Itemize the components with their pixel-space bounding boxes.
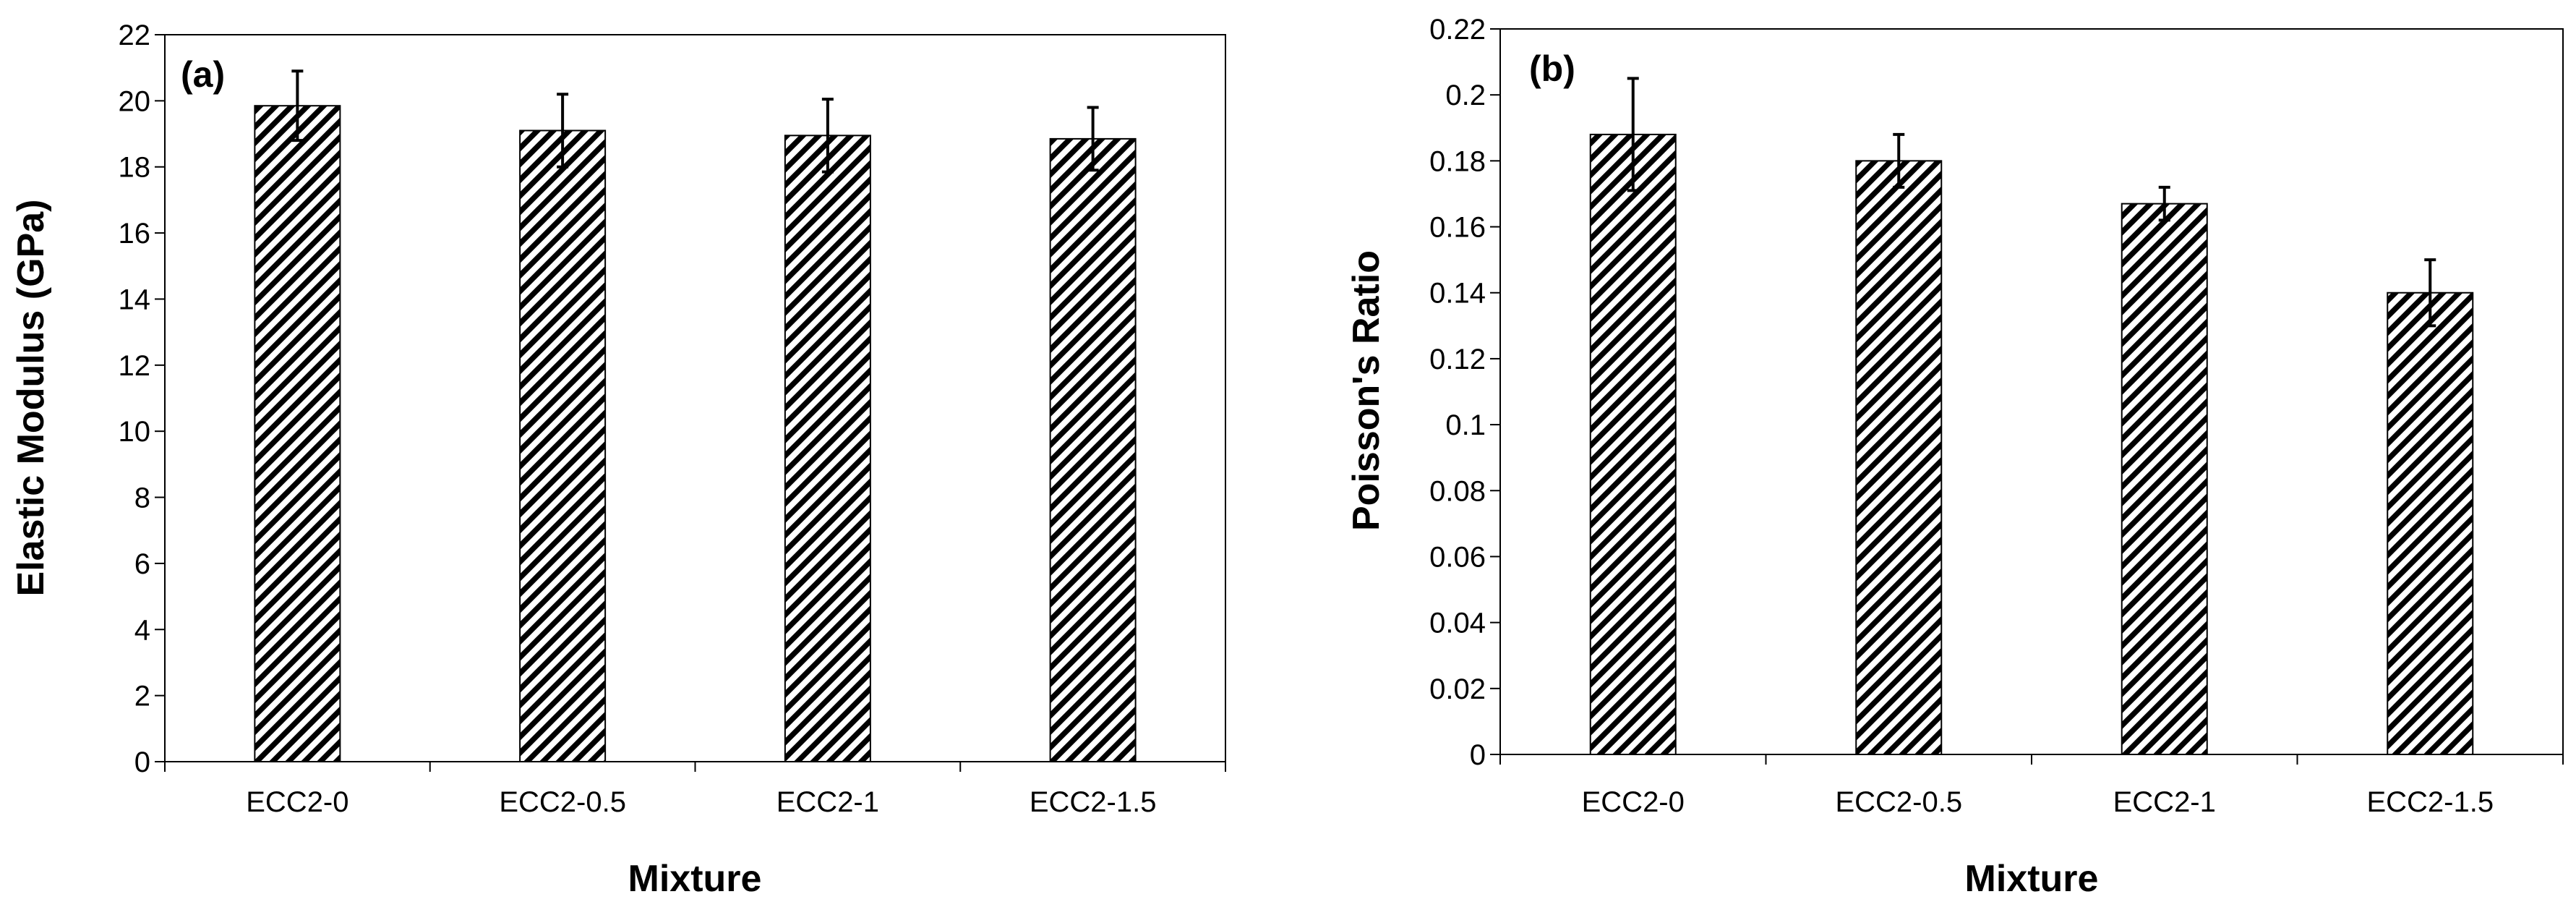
y-tick-label-a: 8 [134,482,150,514]
y-tick-label-a: 18 [119,152,151,184]
error-bar-b-ECC2-0 [1627,77,1639,192]
y-axis-title-a: Elastic Modulus (GPa) [10,200,52,597]
y-tick-label-b: 0.18 [1429,145,1486,177]
y-tick-label-a: 20 [119,85,151,117]
error-bar-b-ECC2-1 [2158,185,2170,222]
y-axis-a: 0 2 4 6 8 10 12 14 16 18 20 22 [119,20,166,778]
x-tick-label-a: ECC2-0.5 [499,786,626,818]
y-axis-title-b: Poisson's Ratio [1345,250,1387,531]
bars-b [1589,133,2474,755]
bar-a-ECC2-1.5 [1049,137,1137,763]
y-tick-label-a: 12 [119,350,151,382]
y-tick-label-b: 0.2 [1445,80,1486,111]
y-tick-label-a: 10 [119,416,151,448]
y-tick-label-b: 0.16 [1429,212,1486,244]
x-tick-label-a: ECC2-1 [776,786,879,818]
y-tick-label-b: 0.22 [1429,14,1486,46]
y-tick-label-a: 16 [119,218,151,250]
bar-a-ECC2-1 [784,135,871,763]
y-tick-label-b: 0.1 [1445,409,1486,441]
error-bar-a-ECC2-0 [291,69,304,142]
bar-a-ECC2-0.5 [519,129,607,762]
panel-label-b: (b) [1529,48,1575,89]
error-bar-a-ECC2-1 [821,98,834,174]
x-axis-b: ECC2-0 ECC2-0.5 ECC2-1 ECC2-1.5 [1499,754,2564,818]
panel-label-a: (a) [181,54,225,95]
y-tick-label-b: 0.14 [1429,278,1486,310]
bar-b-ECC2-1 [2121,203,2208,755]
error-bar-b-ECC2-0.5 [1893,132,1905,189]
x-axis-title-a: Mixture [628,858,762,900]
chart-panel-a: 0 2 4 6 8 10 12 14 16 18 20 22 ECC2-0 ECC2-0.5 ECC2-1… [10,20,1226,900]
y-tick-label-b: 0.08 [1429,475,1486,507]
error-bar-a-ECC2-1.5 [1087,106,1099,172]
x-tick-label-a: ECC2-1.5 [1030,786,1157,818]
bar-b-ECC2-0 [1589,133,1677,755]
bars-a [254,105,1137,763]
bar-b-ECC2-1.5 [2387,292,2474,755]
y-tick-label-b: 0 [1470,739,1486,771]
bar-b-ECC2-0.5 [1855,160,1943,755]
x-axis-a: ECC2-0 ECC2-0.5 ECC2-1 ECC2-1.5 [164,761,1226,818]
x-tick-label-a: ECC2-0 [246,786,348,818]
error-bar-a-ECC2-0.5 [557,93,569,169]
y-tick-label-b: 0.12 [1429,344,1486,375]
y-axis-b: 0 0.02 0.04 0.06 0.08 0.1 0.12 0.14 0.16 0.18 0.2 0… [1429,14,1501,771]
x-tick-label-b: ECC2-0.5 [1835,786,1962,818]
error-bar-b-ECC2-1.5 [2424,258,2436,328]
y-tick-label-a: 2 [134,681,150,712]
x-tick-label-b: ECC2-0 [1582,786,1685,818]
y-tick-label-b: 0.04 [1429,608,1486,639]
y-tick-label-b: 0.06 [1429,541,1486,573]
x-tick-label-b: ECC2-1 [2113,786,2216,818]
y-tick-label-a: 6 [134,548,150,580]
bar-a-ECC2-0 [254,105,341,763]
x-axis-title-b: Mixture [1965,858,2099,900]
error-bars-a [291,69,1099,174]
y-tick-label-a: 4 [134,614,150,646]
x-tick-label-b: ECC2-1.5 [2366,786,2494,818]
error-bars-b [1627,77,2436,328]
chart-panel-b: 0 0.02 0.04 0.06 0.08 0.1 0.12 0.14 0.16 0.18 0.2 0… [1345,14,2564,900]
y-tick-label-a: 0 [134,746,150,778]
y-tick-label-a: 14 [119,284,151,315]
y-tick-label-b: 0.02 [1429,673,1486,705]
y-tick-label-a: 22 [119,20,151,51]
